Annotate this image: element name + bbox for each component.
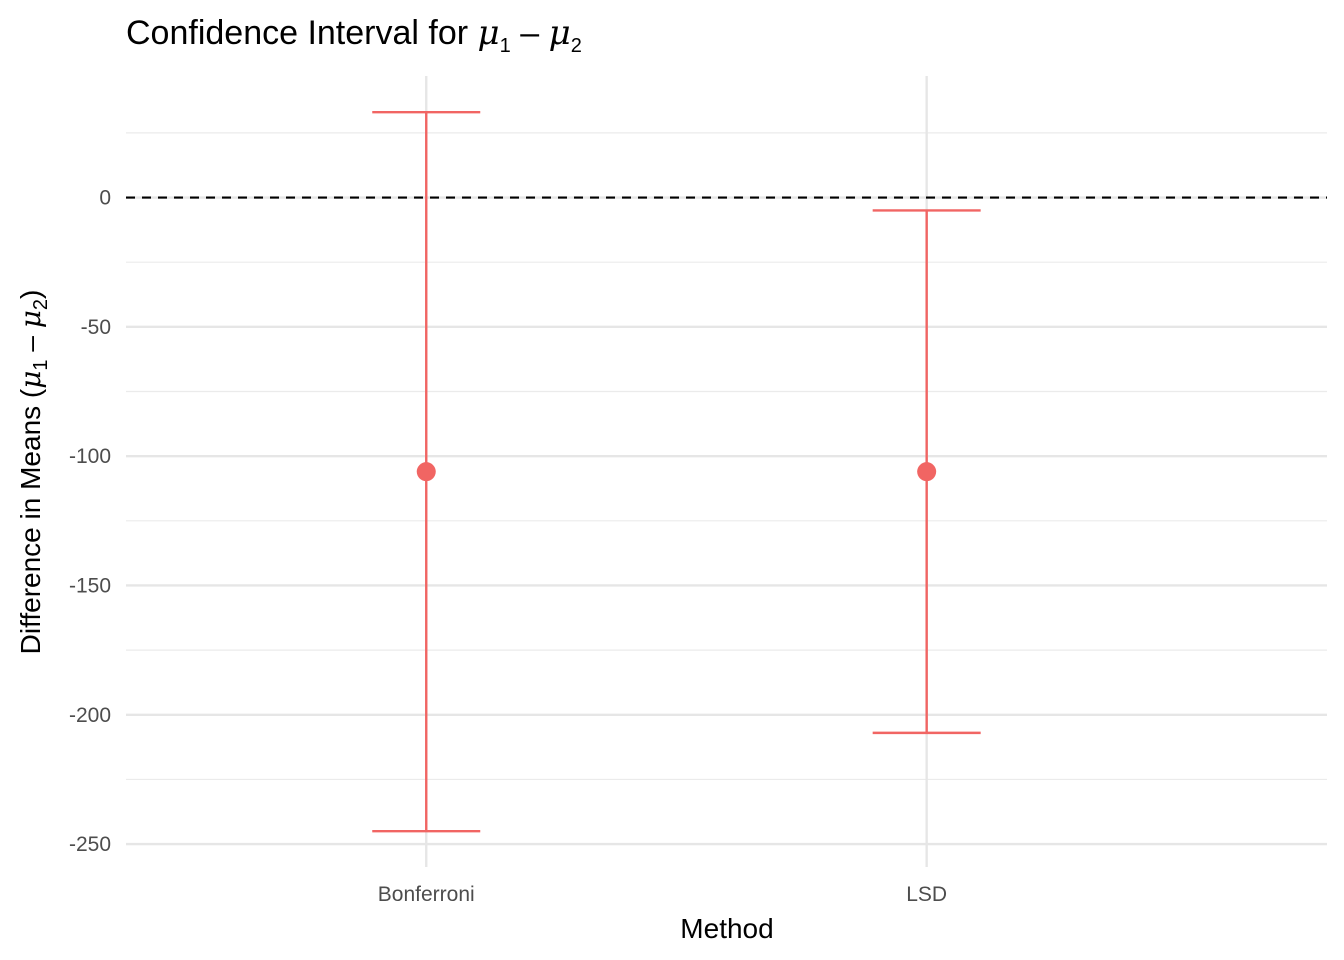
x-axis-title: Method: [680, 913, 773, 944]
estimate-point: [917, 462, 937, 482]
y-tick-label: -250: [69, 833, 111, 856]
errorbar-bonferroni: [372, 111, 481, 833]
x-tick-label: LSD: [906, 883, 947, 906]
y-tick-label: -200: [69, 704, 111, 727]
x-tick-label: Bonferroni: [378, 883, 475, 906]
y-axis-title: Difference in Means (μ1 – μ2): [14, 290, 52, 655]
y-tick-labels: 0 -50 -100 -150 -200 -250: [69, 187, 111, 857]
minor-gridlines: [126, 132, 1327, 781]
estimate-point: [416, 462, 436, 482]
error-bars: [372, 111, 981, 833]
y-tick-label: -150: [69, 574, 111, 597]
y-tick-label: -50: [81, 316, 111, 339]
chart-title: Confidence Interval for μ1 – μ2: [126, 13, 582, 57]
errorbar-lsd: [872, 209, 981, 735]
x-tick-labels: Bonferroni LSD: [378, 883, 947, 906]
y-tick-label: -100: [69, 445, 111, 468]
vertical-gridlines: [425, 76, 928, 867]
y-tick-label: 0: [99, 187, 111, 210]
